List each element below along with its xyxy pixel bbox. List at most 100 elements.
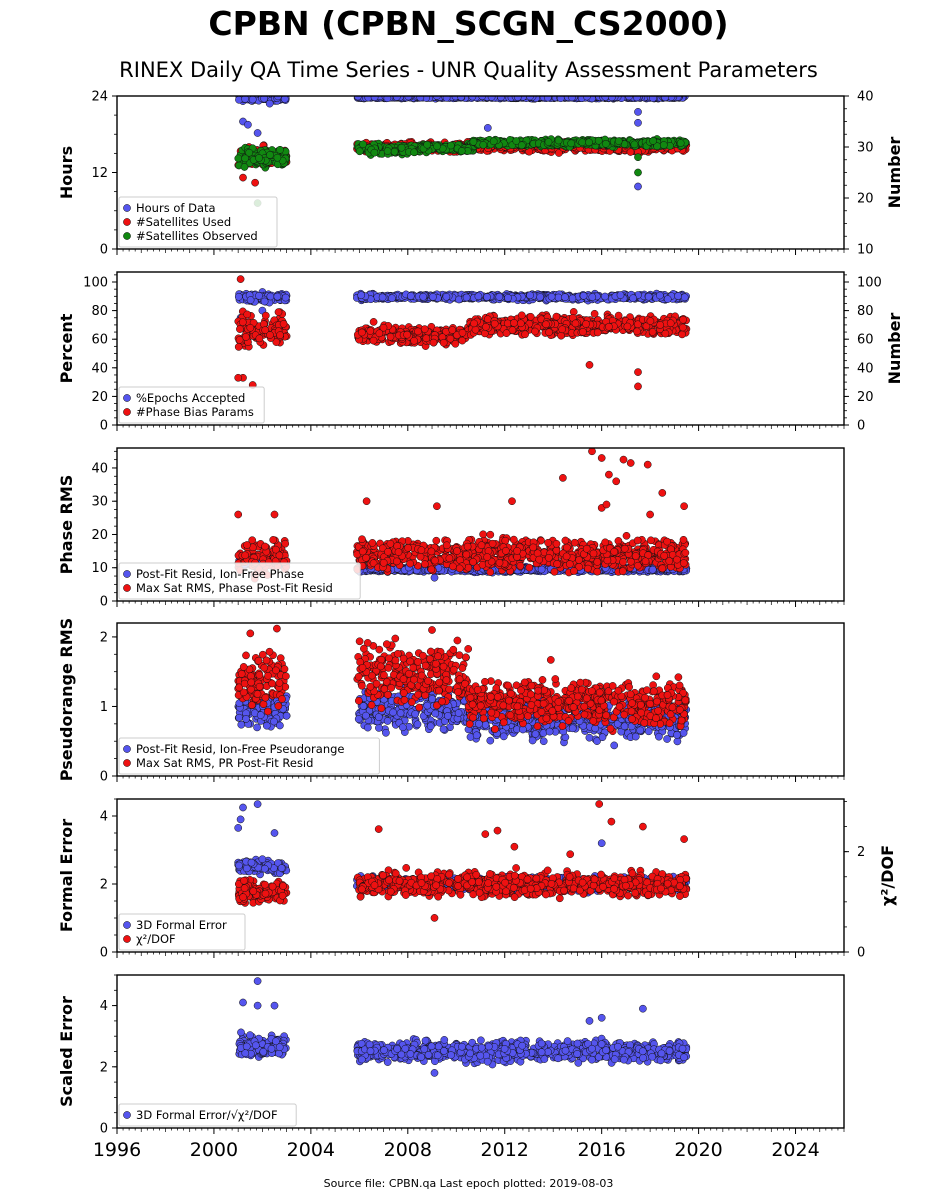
- outlier-point: [634, 382, 642, 391]
- data-point: [679, 315, 687, 324]
- data-point: [406, 292, 415, 300]
- outlier-point: [253, 129, 262, 137]
- data-point: [568, 96, 576, 102]
- data-point: [542, 320, 550, 329]
- legend-marker: [123, 218, 131, 226]
- data-point: [487, 96, 496, 101]
- outlier-point: [244, 120, 252, 129]
- data-point: [255, 291, 263, 300]
- data-point: [448, 326, 457, 334]
- data-point: [419, 292, 428, 301]
- outlier-point: [236, 275, 245, 283]
- data-point: [661, 96, 669, 102]
- data-point: [378, 293, 387, 302]
- data-point: [579, 291, 588, 300]
- data-point: [386, 332, 395, 341]
- outlier-point: [634, 168, 642, 177]
- outlier-point: [585, 361, 594, 369]
- data-points: [234, 96, 691, 207]
- data-point: [357, 291, 366, 300]
- data-point: [458, 328, 467, 337]
- data-point: [240, 163, 249, 171]
- legend-box: [118, 196, 278, 248]
- y2-tick-label: 40: [857, 90, 874, 105]
- outlier-point: [634, 182, 642, 191]
- data-point: [462, 293, 471, 302]
- y-tick-label: 24: [91, 90, 108, 105]
- data-point: [497, 96, 505, 101]
- data-point: [554, 293, 563, 302]
- legend-label: Hours of Data: [136, 201, 216, 215]
- data-point: [246, 296, 255, 304]
- data-point: [556, 96, 565, 103]
- data-point: [280, 96, 289, 103]
- data-point: [558, 325, 567, 334]
- data-point: [423, 140, 432, 149]
- data-point: [235, 336, 244, 344]
- data-point: [474, 292, 483, 301]
- data-point: [355, 147, 364, 156]
- data-point: [578, 138, 587, 147]
- data-point: [281, 293, 290, 302]
- data-point: [649, 137, 657, 145]
- outlier-point: [234, 373, 243, 382]
- data-point: [483, 315, 492, 324]
- data-point: [678, 330, 686, 339]
- data-point: [390, 147, 399, 156]
- data-point: [661, 329, 670, 338]
- data-point: [243, 310, 252, 319]
- data-point: [446, 334, 455, 343]
- data-point: [266, 331, 274, 339]
- data-point: [676, 139, 685, 147]
- y2-tick-label: 60: [857, 333, 874, 348]
- outlier-point: [265, 99, 274, 108]
- data-point: [422, 334, 431, 343]
- data-point: [279, 320, 288, 328]
- data-points: [234, 275, 691, 391]
- legend: %Epochs Accepted#Phase Bias Params: [118, 386, 265, 424]
- data-point: [510, 319, 518, 327]
- data-point: [370, 148, 379, 157]
- data-point: [557, 331, 565, 340]
- data-point: [633, 327, 641, 336]
- data-point: [582, 320, 590, 328]
- data-point: [359, 140, 367, 149]
- data-point: [273, 153, 282, 162]
- data-point: [666, 319, 675, 328]
- data-point: [248, 96, 257, 104]
- data-point: [266, 292, 275, 301]
- data-point: [630, 140, 639, 149]
- data-point: [526, 312, 535, 321]
- data-point: [608, 96, 616, 102]
- legend-marker: [123, 394, 131, 402]
- data-point: [567, 139, 576, 148]
- data-point: [648, 328, 657, 336]
- data-point: [429, 338, 438, 347]
- data-point: [375, 329, 384, 338]
- data-point: [513, 96, 522, 101]
- data-point: [274, 308, 283, 316]
- data-point: [471, 325, 480, 334]
- legend-marker: [123, 204, 131, 212]
- data-point: [614, 137, 623, 145]
- data-point: [479, 141, 488, 149]
- data-point: [517, 141, 526, 150]
- y-tick-label: 100: [83, 276, 108, 291]
- data-point: [554, 136, 563, 145]
- data-point: [388, 294, 396, 303]
- data-point: [646, 317, 655, 325]
- outlier-point: [483, 124, 492, 132]
- data-point: [234, 343, 243, 351]
- data-point: [616, 291, 625, 299]
- y-tick-label: 0: [100, 243, 108, 258]
- data-point: [442, 292, 451, 301]
- series-green: [234, 135, 690, 207]
- data-point: [234, 154, 243, 163]
- y-axis-label: Hours: [57, 146, 76, 199]
- data-point: [594, 136, 603, 145]
- data-point: [241, 154, 249, 163]
- data-point: [555, 149, 563, 157]
- data-point: [571, 319, 580, 328]
- y2-tick-label: 20: [857, 192, 874, 207]
